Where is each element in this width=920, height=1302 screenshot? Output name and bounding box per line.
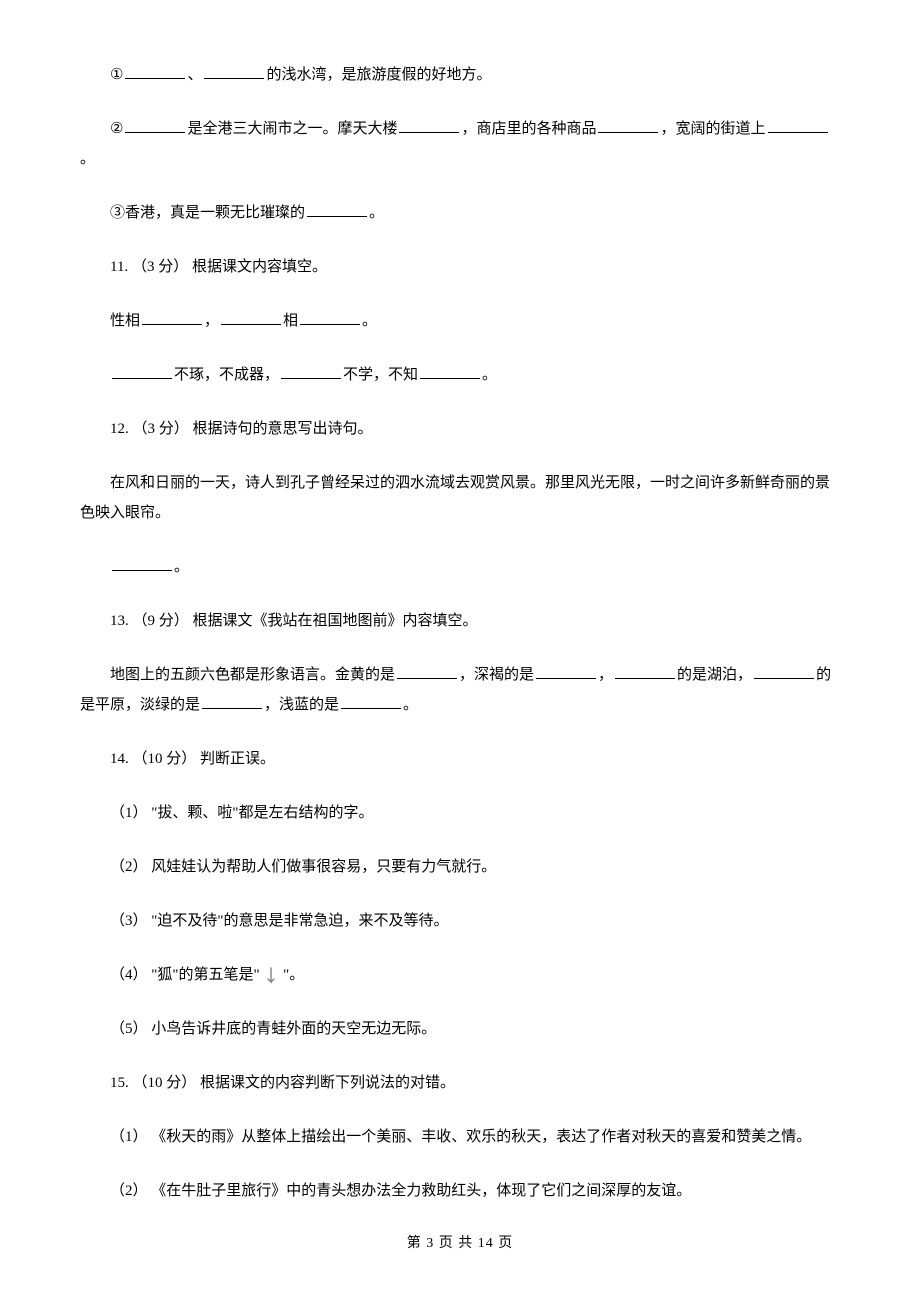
blank <box>112 364 172 379</box>
q14-i4a: （4） "狐"的第五笔是" <box>110 967 263 983</box>
line-2-prefix: ② <box>110 121 123 137</box>
q14-header: 14. （10 分） 判断正误。 <box>80 744 840 774</box>
q14-item3: （3） "迫不及待"的意思是非常急迫，来不及等待。 <box>80 906 840 936</box>
q11-l2a: 不琢，不成器， <box>174 367 279 383</box>
blank <box>768 118 828 133</box>
blank <box>204 64 264 79</box>
blank <box>341 694 401 709</box>
q14-item2: （2） 风娃娃认为帮助人们做事很容易，只要有力气就行。 <box>80 852 840 882</box>
q14-item5: （5） 小鸟告诉井底的青蛙外面的天空无边无际。 <box>80 1014 840 1044</box>
line-3: ③香港，真是一颗无比璀璨的 。 <box>80 198 840 228</box>
line-3-text: ③香港，真是一颗无比璀璨的 <box>110 205 305 221</box>
blank <box>281 364 341 379</box>
q15-header: 15. （10 分） 根据课文的内容判断下列说法的对错。 <box>80 1068 840 1098</box>
line-2-t3: ，宽阔的街道上 <box>660 121 765 137</box>
line-2-t4: 。 <box>80 151 95 167</box>
line-1-t1: 、 <box>187 67 202 83</box>
blank <box>125 118 185 133</box>
q13-t2: ，深褐的是 <box>459 667 534 683</box>
q12-answer: 。 <box>80 552 840 582</box>
blank <box>754 664 814 679</box>
q11-l1d: 。 <box>362 313 377 329</box>
line-1: ① 、 的浅水湾，是旅游度假的好地方。 <box>80 60 840 90</box>
line-1-prefix: ① <box>110 67 123 83</box>
blank <box>615 664 675 679</box>
page-footer: 第 3 页 共 14 页 <box>0 1232 920 1252</box>
blank <box>112 556 172 571</box>
blank <box>420 364 480 379</box>
line-2-t1: 是全港三大闹市之一。摩天大楼 <box>187 121 397 137</box>
blank <box>397 664 457 679</box>
q13-t7: 。 <box>403 697 418 713</box>
blank <box>202 694 262 709</box>
line-2-t2: ，商店里的各种商品 <box>461 121 596 137</box>
q13-body: 地图上的五颜六色都是形象语言。金黄的是，深褐的是，的是湖泊，的是平原，淡绿的是，… <box>80 660 840 720</box>
footer-text: 第 3 页 共 14 页 <box>407 1236 514 1251</box>
q13-t4: 的是湖泊， <box>677 667 752 683</box>
blank <box>536 664 596 679</box>
q14-i4b: "。 <box>279 967 304 983</box>
blank <box>399 118 459 133</box>
q13-header: 13. （9 分） 根据课文《我站在祖国地图前》内容填空。 <box>80 606 840 636</box>
q11-l1a: 性相 <box>110 313 140 329</box>
q12-header: 12. （3 分） 根据诗句的意思写出诗句。 <box>80 414 840 444</box>
line-1-t2: 的浅水湾，是旅游度假的好地方。 <box>266 67 491 83</box>
q11-line2: 不琢，不成器， 不学，不知 。 <box>80 360 840 390</box>
line-3-suffix: 。 <box>369 205 384 221</box>
q12-suffix: 。 <box>174 559 189 575</box>
q15-item2: （2） 《在牛肚子里旅行》中的青头想办法全力救助红头，体现了它们之间深厚的友谊。 <box>80 1176 840 1206</box>
q13-t3: ， <box>598 667 613 683</box>
q13-t6: ，浅蓝的是 <box>264 697 339 713</box>
q11-header: 11. （3 分） 根据课文内容填空。 <box>80 252 840 282</box>
blank <box>142 310 202 325</box>
blank <box>598 118 658 133</box>
q11-l1b: ， <box>204 313 219 329</box>
q11-l2b: 不学，不知 <box>343 367 418 383</box>
q14-item4: （4） "狐"的第五笔是" "。 <box>80 960 840 990</box>
blank <box>125 64 185 79</box>
q11-l1c: 相 <box>283 313 298 329</box>
q11-l2c: 。 <box>482 367 497 383</box>
q12-body: 在风和日丽的一天，诗人到孔子曾经呆过的泗水流域去观赏风景。那里风光无限，一时之间… <box>80 468 840 528</box>
stroke-icon <box>263 966 279 986</box>
q13-t1: 地图上的五颜六色都是形象语言。金黄的是 <box>110 667 395 683</box>
line-2: ② 是全港三大闹市之一。摩天大楼 ，商店里的各种商品 ，宽阔的街道上。 <box>80 114 840 174</box>
q15-item1: （1） 《秋天的雨》从整体上描绘出一个美丽、丰收、欢乐的秋天，表达了作者对秋天的… <box>80 1122 840 1152</box>
blank <box>221 310 281 325</box>
blank <box>307 202 367 217</box>
q14-item1: （1） "拔、颗、啦"都是左右结构的字。 <box>80 798 840 828</box>
blank <box>300 310 360 325</box>
q11-line1: 性相 ， 相 。 <box>80 306 840 336</box>
